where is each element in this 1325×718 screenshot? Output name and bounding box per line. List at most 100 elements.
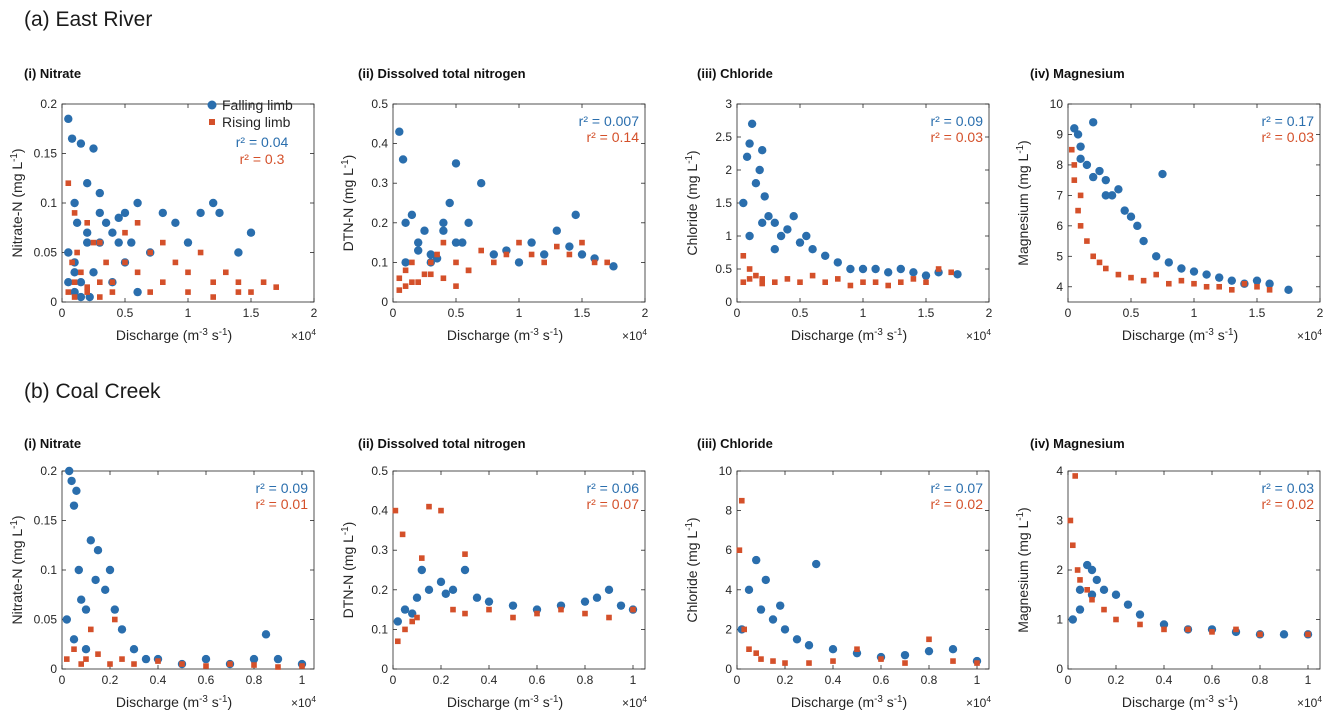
data-point-rising	[434, 251, 440, 258]
data-point-falling	[742, 152, 752, 161]
data-point-rising	[1084, 238, 1090, 244]
y-tick-label: 0.3	[371, 176, 388, 190]
x-tick-label: 0.8	[921, 673, 938, 687]
data-point-falling	[1076, 154, 1085, 164]
r2-rising: r² = 0.03	[930, 129, 983, 145]
x-tick-label: 0	[1065, 306, 1072, 320]
data-point-falling	[64, 248, 73, 257]
data-point-falling	[1068, 615, 1078, 624]
data-point-falling	[1101, 175, 1111, 185]
data-point-falling	[909, 268, 918, 277]
data-point-rising	[185, 269, 191, 276]
data-point-rising	[503, 251, 510, 258]
data-point-rising	[197, 249, 204, 256]
data-point-falling	[460, 565, 470, 575]
data-point-falling	[792, 635, 802, 644]
x-tick-label: 1	[630, 673, 637, 687]
data-point-falling	[70, 268, 79, 277]
data-point-falling	[74, 565, 84, 575]
y-tick-label: 2	[1056, 563, 1063, 577]
data-point-falling	[65, 466, 74, 476]
data-point-rising	[134, 220, 141, 226]
y-tick-label: 0.4	[371, 137, 388, 151]
data-point-rising	[453, 259, 459, 266]
data-point-falling	[72, 218, 82, 227]
data-point-falling	[110, 605, 120, 614]
data-point-falling	[745, 139, 754, 148]
data-point-falling	[127, 238, 136, 247]
data-point-falling	[1284, 285, 1293, 295]
series-rising-limb	[736, 497, 980, 666]
data-point-falling	[1135, 610, 1145, 619]
y-tick-label: 6	[725, 543, 732, 557]
data-point-rising	[122, 259, 128, 266]
data-point-falling	[64, 114, 73, 124]
data-point-falling	[472, 593, 482, 602]
data-point-falling	[756, 605, 766, 614]
data-point-rising	[885, 282, 891, 289]
x-tick-label: 1.5	[243, 306, 260, 320]
data-point-rising	[736, 547, 743, 553]
data-point-falling	[83, 228, 92, 237]
x-multiplier: ×104	[291, 694, 316, 710]
data-point-falling	[1114, 185, 1123, 194]
data-point-rising	[860, 279, 866, 285]
data-point-falling	[215, 208, 224, 218]
data-point-falling	[571, 210, 580, 220]
y-tick-label: 3	[1056, 514, 1063, 528]
data-point-falling	[81, 645, 91, 654]
data-point-falling	[183, 238, 193, 247]
data-point-falling	[445, 198, 454, 208]
data-point-rising	[740, 279, 747, 285]
data-point-falling	[395, 127, 404, 136]
data-point-rising	[1203, 283, 1210, 290]
x-tick-label: 0.6	[1204, 673, 1221, 687]
data-point-rising	[275, 664, 281, 670]
x-axis-label: Discharge (m-3 s-1)	[116, 694, 232, 711]
data-point-falling	[821, 251, 830, 260]
data-point-rising	[950, 658, 956, 664]
data-point-rising	[847, 282, 854, 289]
data-point-rising	[1140, 277, 1147, 284]
data-point-rising	[147, 249, 153, 256]
y-tick-label: 2	[725, 163, 732, 177]
data-point-falling	[171, 218, 180, 227]
r2-falling: r² = 0.03	[1261, 480, 1314, 496]
data-point-rising	[147, 289, 153, 295]
data-point-rising	[558, 606, 564, 613]
data-point-rising	[453, 283, 459, 289]
data-point-falling	[1087, 590, 1097, 599]
data-point-falling	[770, 218, 779, 227]
x-tick-label: 1	[1191, 306, 1198, 320]
data-point-falling	[129, 645, 139, 654]
data-point-falling	[858, 264, 868, 274]
data-point-rising	[491, 259, 497, 266]
y-axis-label: DTN-N (mg L-1)	[340, 155, 357, 252]
data-point-falling	[133, 198, 142, 208]
x-tick-label: 0	[734, 306, 741, 320]
chart-a4: 0 0.5 1 1.5 2 4 5 6 7 8 9 10 ×104 Discharge (m-3 s-1)…	[1015, 97, 1324, 343]
data-point-falling	[439, 218, 448, 227]
data-point-falling	[1070, 124, 1079, 133]
data-point-rising	[119, 656, 125, 662]
data-point-rising	[1096, 259, 1103, 266]
x-tick-label: 1	[185, 306, 192, 320]
data-point-falling	[758, 218, 767, 227]
data-point-falling	[1111, 590, 1121, 599]
data-point-falling	[1120, 206, 1129, 215]
y-tick-label: 0.1	[371, 622, 388, 636]
y-axis-label: Nitrate-N (mg L-1)	[9, 515, 26, 624]
data-point-falling	[93, 546, 103, 555]
data-point-rising	[415, 279, 421, 285]
data-point-rising	[1077, 577, 1083, 583]
data-point-rising	[440, 239, 447, 246]
data-point-falling	[565, 242, 574, 251]
data-point-rising	[1233, 626, 1239, 633]
x-tick-label: 0	[59, 306, 66, 320]
data-point-falling	[67, 134, 77, 143]
data-point-rising	[421, 271, 428, 278]
x-tick-label: 1.5	[574, 306, 591, 320]
data-point-rising	[758, 656, 764, 662]
data-point-falling	[117, 625, 127, 634]
